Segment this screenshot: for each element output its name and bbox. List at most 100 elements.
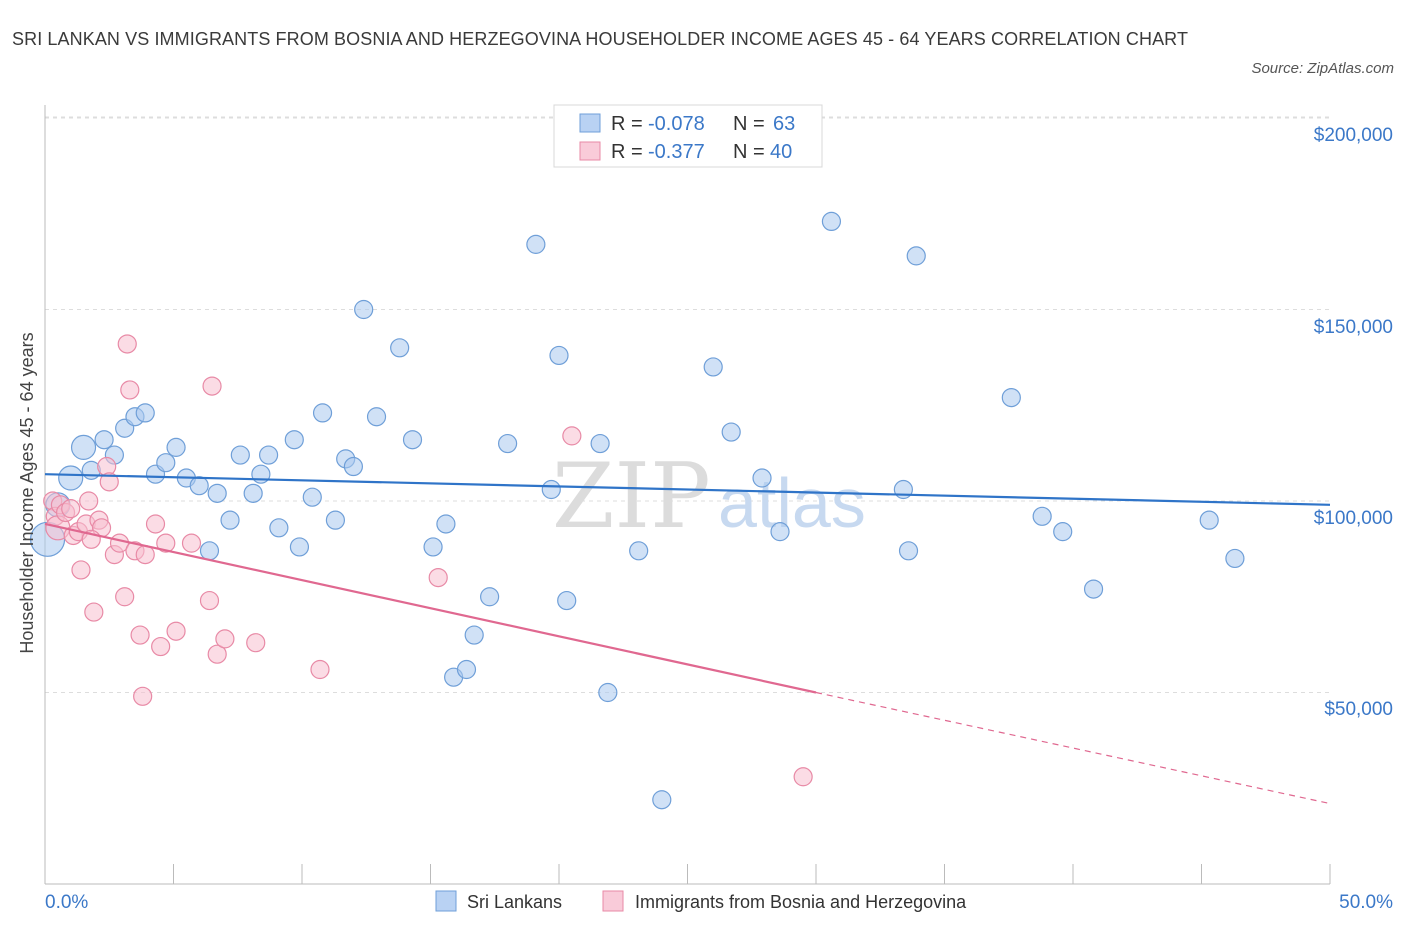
legend-r-value-2: -0.377 [648,141,705,163]
sri-lankan-point-31 [366,407,387,427]
sri-lankan-point-39 [480,587,500,607]
y-tick-label-50000: $50,000 [1324,699,1393,720]
legend-label-sri-lankans: Sri Lankans [467,892,562,912]
bosnia-point-35 [428,567,448,588]
watermark-atlas: atlas [718,464,866,542]
sri-lankan-point-33 [402,430,423,450]
sri-lankan-point-35 [436,514,456,534]
sri-lankan-point-51 [752,468,772,488]
sri-lankan-point-21 [258,445,279,465]
bosnia-point-29 [199,590,220,611]
bosnia-point-17 [115,587,135,607]
source-credit: Source: ZipAtlas.com [1251,60,1394,77]
legend-n-label-2: N = [733,141,765,163]
bosnia-point-28 [181,533,202,553]
bosnia-point-36 [562,426,582,446]
sri-lankan-point-55 [898,541,919,561]
data-points [29,211,1245,810]
bosnia-point-27 [166,621,186,641]
bosnia-point-31 [207,644,227,664]
sri-lankan-point-45 [590,433,610,454]
sri-lankan-point-11 [156,453,176,473]
sri-lankan-point-56 [906,246,926,266]
legend-n-value-2: 40 [770,141,792,163]
bosnia-point-14 [99,472,119,492]
bosnia-point-32 [215,629,235,649]
sri-lankan-point-3 [70,434,97,460]
sri-lankan-point-44 [557,590,577,611]
legend-swatch-blue [579,113,601,133]
sri-lankan-point-60 [1083,579,1104,599]
x-tick-label-max: 50.0% [1339,892,1393,913]
sri-lankan-point-16 [207,483,227,503]
sri-lankan-point-18 [230,445,250,465]
correlation-legend: R = -0.078 N = 63 R = -0.377 N = 40 [553,104,823,168]
sri-lankan-point-32 [390,338,410,358]
sri-lankan-point-52 [770,522,790,542]
legend-n-label-1: N = [733,113,765,135]
sri-lankan-point-14 [189,476,209,496]
sri-lankan-point-5 [94,430,114,450]
series-legend: Sri Lankans Immigrants from Bosnia and H… [435,890,967,912]
x-tick-label-min: 0.0% [45,892,88,913]
sri-lankan-point-26 [312,403,333,423]
sri-lankan-point-2 [58,465,84,491]
sri-lankan-point-41 [526,234,546,254]
sri-lankan-point-23 [284,430,304,450]
sri-lankan-point-29 [343,456,363,477]
sri-lankan-point-58 [1032,506,1052,526]
sri-lankan-point-30 [354,299,374,320]
grid-lines [45,116,1330,693]
legend-r-label-1: R = [611,113,643,135]
sri-lankan-point-50 [721,422,741,442]
chart-title: SRI LANKAN VS IMMIGRANTS FROM BOSNIA AND… [12,29,1189,49]
sri-lankan-point-9 [135,403,155,423]
legend-r-value-1: -0.078 [648,113,705,135]
y-axis-title: Householder Income Ages 45 - 64 years [17,332,37,653]
sri-lankan-point-48 [652,790,672,810]
sri-lankan-point-53 [821,211,842,232]
bosnia-point-26 [156,533,176,553]
bosnia-point-25 [151,636,171,657]
sri-lankan-point-24 [289,537,310,557]
y-tick-label-100000: $100,000 [1314,508,1393,529]
sri-lankan-point-22 [269,518,289,538]
bosnia-point-22 [133,686,153,706]
sri-lankan-point-12 [166,437,186,457]
bosnia-point-30 [202,376,222,396]
sri-lankan-point-40 [498,433,518,454]
sri-lankan-point-61 [1199,510,1219,530]
trend-lines [44,473,1331,805]
bosnia-point-24 [145,514,166,534]
bosnia-point-18 [117,334,137,354]
axes [44,105,1331,885]
legend-swatch-bosnia [602,890,624,912]
bosnia-point-19 [120,380,140,400]
bosnia-point-38 [61,499,81,519]
sri-lankan-point-46 [598,682,618,703]
sri-lankan-point-57 [1001,387,1021,408]
bosnia-point-21 [130,625,150,645]
sri-lankan-point-43 [549,345,569,366]
sri-lankan-point-27 [325,510,346,530]
bosnia-point-33 [246,633,266,653]
sri-lankan-point-47 [629,541,649,561]
bosnia-point-34 [310,659,330,680]
bosnia-trend-line [44,522,817,694]
sri-lankan-point-25 [302,487,322,507]
sri-lankan-point-59 [1053,522,1073,542]
sri-lankan-point-49 [703,357,723,377]
sri-lankan-point-38 [464,625,484,645]
legend-r-label-2: R = [611,141,643,163]
sri-lankan-point-19 [243,483,263,503]
bosnia-point-9 [79,491,99,511]
sri-lankan-trend-line [44,473,1331,506]
y-tick-label-150000: $150,000 [1314,317,1393,338]
sri-lankan-point-34 [423,537,443,557]
bosnia-trend-line-extrapolated [815,691,1331,805]
watermark-zip: ZIP [552,444,711,549]
sri-lankan-point-62 [1225,548,1245,569]
bosnia-point-37 [793,767,813,787]
bosnia-point-7 [71,560,91,580]
